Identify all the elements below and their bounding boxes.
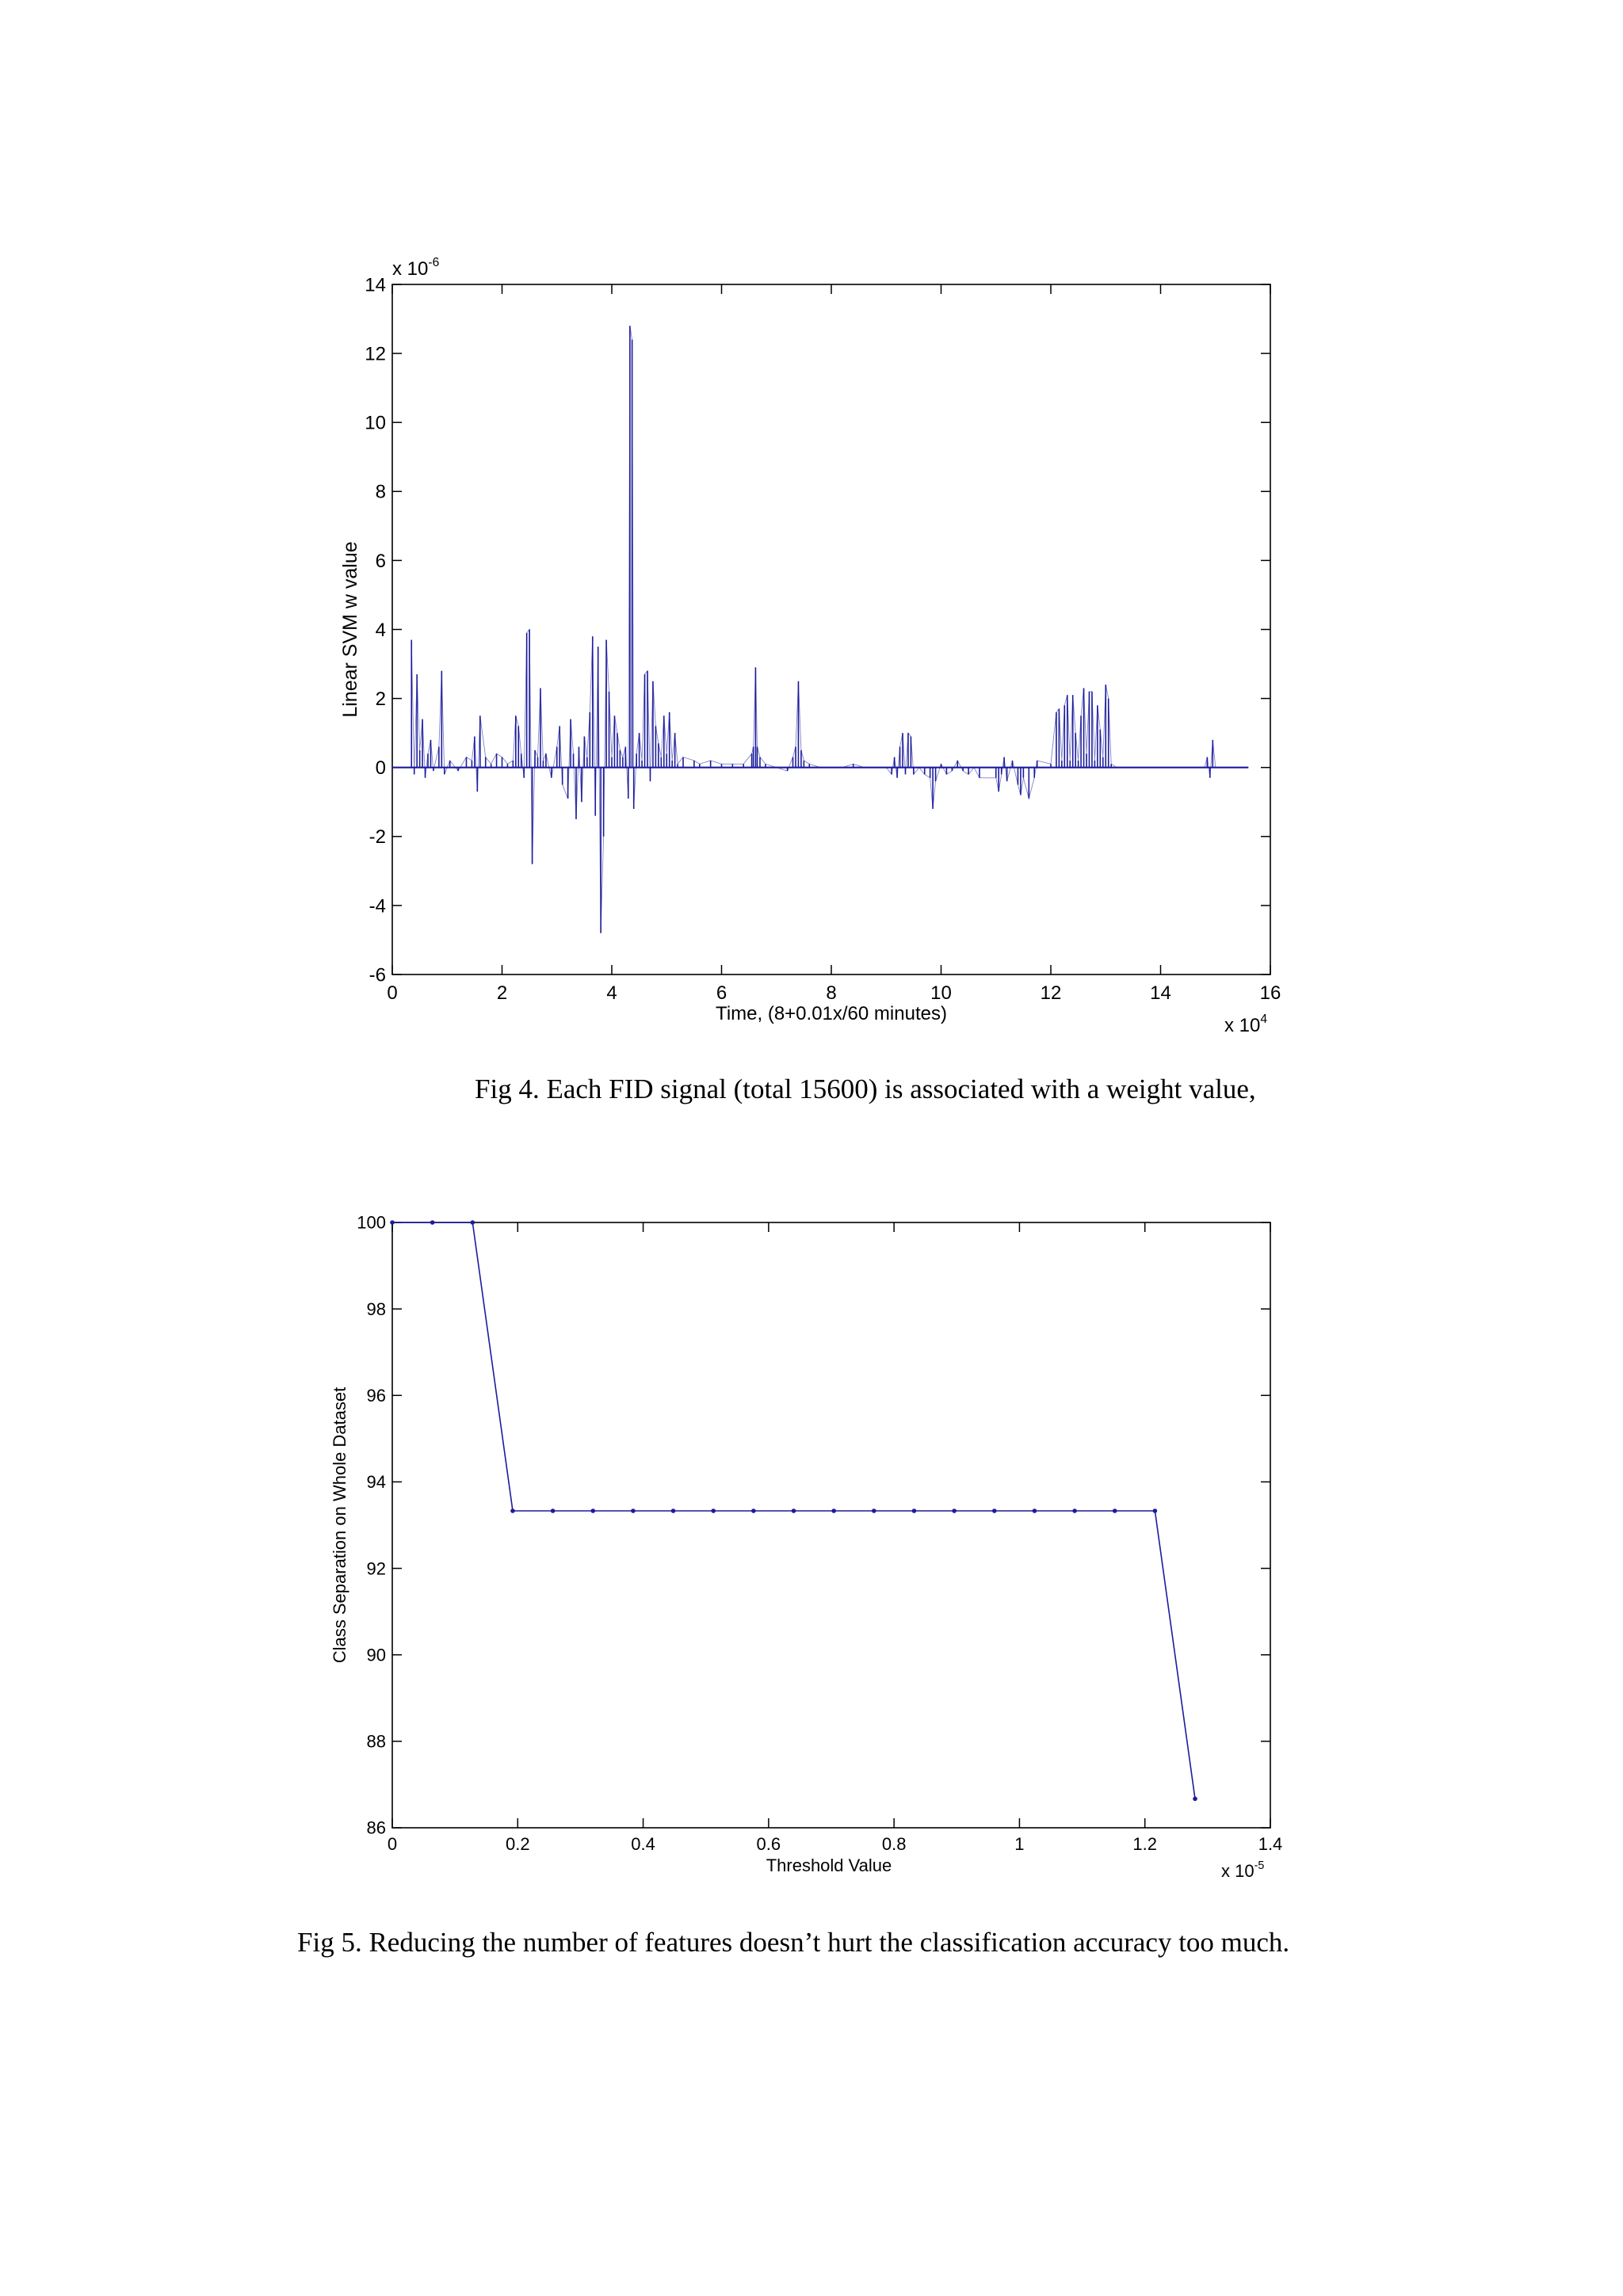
accuracy-point: [872, 1508, 876, 1513]
y-tick-label: 6: [376, 551, 386, 572]
x-multiplier-base: x 10: [1224, 1015, 1260, 1036]
x-tick-label: 1: [1014, 1834, 1024, 1854]
fig4-chart: 0 2 4 6 8 10 12 14 16 -6 -4 -2 0 2 4 6 8 10 12 14 Time, (8+0…: [339, 256, 1281, 1036]
fig5-caption: Fig 5. Reducing the number of features d…: [297, 1927, 1290, 1958]
x-tick-label: 8: [826, 982, 836, 1004]
x-tick-label: 2: [497, 982, 507, 1004]
x-tick-label: 0: [387, 982, 397, 1004]
accuracy-point: [991, 1508, 997, 1513]
x-axis-multiplier: x 104: [1224, 1013, 1267, 1036]
accuracy-point: [1112, 1508, 1117, 1513]
y-tick-label: 0: [376, 757, 386, 779]
x-tick-label: 0.6: [757, 1834, 781, 1854]
accuracy-point: [390, 1220, 395, 1225]
y-tick-label: 94: [367, 1472, 386, 1492]
y-tick-label: 14: [365, 274, 386, 296]
accuracy-point: [590, 1508, 596, 1513]
accuracy-point: [791, 1508, 796, 1513]
y-tick-label: -2: [369, 826, 386, 848]
x-axis-label: Time, (8+0.01x/60 minutes): [716, 1003, 947, 1024]
fig5-chart: 0 0.2 0.4 0.6 0.8 1 1.2 1.4 86 88 90 92 94 96 98 100 Thr…: [330, 1213, 1282, 1881]
accuracy-point: [470, 1220, 475, 1225]
x-tick-label: 0.2: [506, 1834, 530, 1854]
y-tick-label: -6: [369, 964, 386, 986]
accuracy-point: [670, 1508, 676, 1513]
accuracy-point: [1152, 1508, 1158, 1513]
y-tick-label: 10: [365, 413, 386, 434]
weight-series-line: [411, 326, 1249, 933]
accuracy-point: [1072, 1508, 1077, 1513]
x-tick-label: 4: [606, 982, 617, 1004]
y-axis-label: Linear SVM w value: [339, 541, 361, 717]
y-tick-label: 86: [367, 1818, 386, 1838]
x-tick-label: 0: [388, 1834, 397, 1854]
plot-frame: [391, 1222, 1271, 1829]
y-tick-label: 8: [376, 482, 386, 503]
x-tick-label: 16: [1260, 982, 1281, 1004]
accuracy-point: [952, 1508, 957, 1513]
accuracy-point: [831, 1508, 836, 1513]
y-tick-label: -4: [369, 895, 386, 917]
accuracy-point: [430, 1220, 435, 1225]
y-tick-label: 98: [367, 1299, 386, 1319]
x-axis-multiplier: x 10-5: [1221, 1859, 1264, 1881]
x-tick-label: 14: [1150, 982, 1171, 1004]
fig4-caption: Fig 4. Each FID signal (total 15600) is …: [475, 1074, 1256, 1104]
plot-frame: [391, 284, 1271, 975]
y-axis-multiplier: x 10-6: [392, 256, 439, 280]
x-tick-label: 0.8: [882, 1834, 907, 1854]
x-tick-label: 1.2: [1132, 1834, 1157, 1854]
accuracy-point: [550, 1508, 556, 1513]
y-tick-label: 100: [357, 1213, 386, 1233]
y-tick-label: 12: [365, 344, 386, 365]
x-tick-label: 6: [716, 982, 727, 1004]
accuracy-point: [510, 1508, 515, 1513]
x-multiplier-base: x 10: [1221, 1861, 1254, 1881]
accuracy-point: [631, 1508, 636, 1513]
accuracy-point: [1193, 1796, 1197, 1802]
accuracy-point: [911, 1508, 917, 1513]
x-tick-label: 10: [930, 982, 952, 1004]
accuracy-point: [1032, 1508, 1037, 1513]
x-tick-label: 0.4: [631, 1834, 655, 1854]
y-tick-label: 2: [376, 688, 386, 710]
y-axis-label: Class Separation on Whole Dataset: [330, 1387, 349, 1664]
accuracy-point: [751, 1508, 756, 1513]
accuracy-point: [711, 1508, 716, 1513]
y-tick-label: 96: [367, 1386, 386, 1405]
x-tick-label: 1.4: [1258, 1834, 1283, 1854]
x-axis-label: Threshold Value: [766, 1855, 892, 1875]
y-tick-label: 90: [367, 1645, 386, 1665]
y-tick-label: 88: [367, 1732, 386, 1752]
y-tick-label: 92: [367, 1558, 386, 1578]
y-multiplier-base: x 10: [392, 258, 428, 280]
x-tick-label: 12: [1041, 982, 1062, 1004]
y-multiplier-exponent: -6: [428, 256, 439, 269]
y-tick-label: 4: [376, 620, 386, 641]
x-multiplier-exponent: -5: [1254, 1859, 1265, 1872]
x-multiplier-exponent: 4: [1260, 1013, 1267, 1026]
